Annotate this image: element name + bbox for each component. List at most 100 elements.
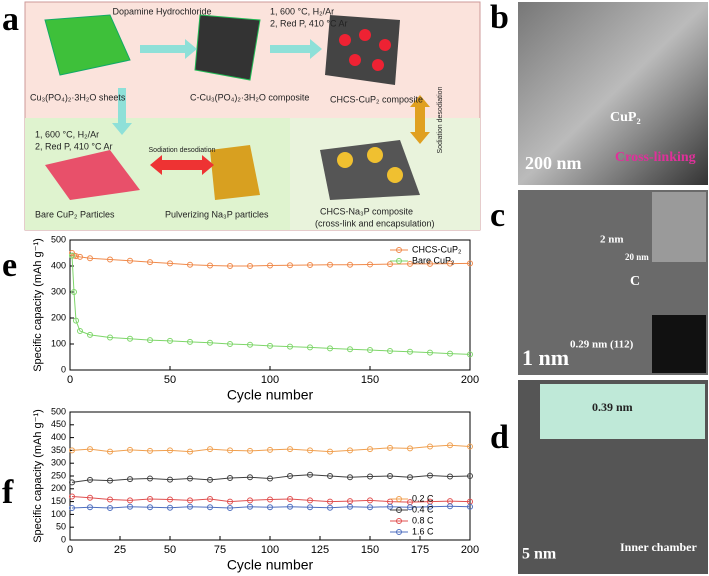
panel-label: f: [2, 474, 14, 511]
marker: [227, 341, 233, 347]
marker: [127, 446, 133, 453]
marker: [287, 343, 293, 350]
marker: [207, 339, 213, 346]
marker: [447, 350, 453, 357]
y-tick-label: 100: [51, 338, 66, 348]
marker: [187, 338, 193, 345]
x-tick-label: 75: [214, 544, 226, 556]
marker: [69, 252, 75, 259]
y-tick-label: 300: [51, 458, 66, 468]
marker: [307, 261, 313, 268]
marker: [407, 348, 413, 355]
marker: [467, 260, 473, 267]
marker: [287, 473, 293, 479]
panel-label: d: [490, 419, 509, 456]
label: 1, 600 °C, H₂/Ar: [270, 6, 334, 16]
x-tick-label: 0: [67, 374, 73, 386]
marker: [247, 341, 253, 348]
arrow: [112, 88, 132, 135]
marker: [247, 503, 253, 510]
label: (cross-link and encapsulation): [315, 218, 435, 228]
marker: [69, 493, 75, 500]
x-tick-label: 50: [164, 374, 176, 386]
marker: [447, 503, 453, 510]
diagram-text: Dopamine Hydrochloride Cu₃(PO₄)₂·3H₂O sh…: [30, 6, 444, 228]
panel-label: c: [490, 197, 505, 234]
marker: [147, 504, 153, 511]
label: 0.39 nm: [592, 400, 633, 414]
y-tick-label: 350: [51, 445, 66, 455]
micrograph-text: 200 nm CuP₂ Cross-linking 2 nm 20 nm C 0…: [522, 110, 697, 562]
label: Cu₃(PO₄)₂·3H₂O sheets: [30, 92, 126, 102]
label: 2, Red P, 410 °C Ar: [35, 141, 112, 151]
marker: [407, 445, 413, 452]
legend-marker: [396, 247, 402, 253]
marker: [87, 476, 93, 483]
y-tick-label: 50: [56, 522, 66, 532]
marker: [207, 476, 213, 483]
label: Sodiation desodiation: [149, 147, 216, 154]
particles: [339, 29, 391, 71]
marker: [307, 447, 313, 454]
marker: [107, 448, 113, 455]
arrow: [410, 95, 430, 144]
marker: [287, 496, 293, 503]
marker: [467, 351, 473, 358]
legend-marker: [396, 518, 402, 524]
marker: [347, 346, 353, 353]
label: Bare CuP₂ Particles: [35, 209, 115, 219]
marker: [327, 345, 333, 352]
marker: [227, 505, 233, 511]
marker: [69, 479, 75, 486]
series-line: [71, 505, 471, 509]
marker: [267, 342, 273, 349]
marker: [307, 504, 313, 511]
marker: [167, 504, 173, 511]
x-tick-label: 150: [361, 374, 379, 386]
marker: [387, 348, 393, 355]
x-tick-label: 200: [461, 374, 479, 386]
marker: [447, 260, 453, 267]
x-tick-label: 200: [461, 544, 479, 556]
arrow: [270, 39, 322, 59]
marker: [167, 447, 173, 454]
panel-label: b: [490, 0, 509, 36]
x-tick-label: 150: [361, 544, 379, 556]
marker: [347, 474, 353, 481]
na3p-particles: [337, 147, 403, 183]
marker: [367, 346, 373, 353]
marker: [347, 261, 353, 268]
marker: [267, 446, 273, 453]
y-tick-label: 250: [51, 470, 66, 480]
marker: [87, 494, 93, 501]
legend-marker: [396, 507, 402, 513]
series-line: [71, 444, 471, 453]
marker: [467, 473, 473, 479]
marker: [247, 497, 253, 504]
label: Pulverizing Na₃P particles: [165, 209, 269, 219]
marker: [87, 446, 93, 453]
marker: [427, 443, 433, 450]
marker: [107, 505, 113, 511]
marker: [87, 255, 93, 262]
label: CHCS-CuP₂ composite: [330, 94, 423, 104]
marker: [407, 260, 413, 267]
marker: [467, 503, 473, 510]
y-tick-label: 500: [51, 234, 66, 244]
marker: [347, 447, 353, 454]
marker: [69, 447, 75, 454]
marker: [327, 448, 333, 455]
marker: [73, 253, 79, 260]
scale-label: 5 nm: [522, 546, 557, 563]
marker: [267, 475, 273, 482]
marker: [87, 504, 93, 511]
marker: [73, 317, 79, 324]
y-tick-label: 200: [51, 483, 66, 493]
x-tick-label: 50: [164, 544, 176, 556]
label: CHCS-Na₃P composite: [320, 206, 413, 216]
x-tick-label: 100: [261, 544, 279, 556]
marker: [207, 446, 213, 453]
marker: [367, 446, 373, 453]
marker: [327, 261, 333, 268]
marker: [227, 498, 233, 505]
